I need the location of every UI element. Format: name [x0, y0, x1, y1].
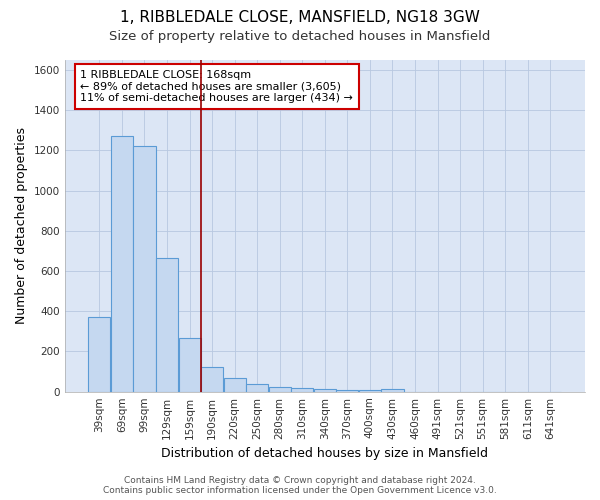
Text: Size of property relative to detached houses in Mansfield: Size of property relative to detached ho… [109, 30, 491, 43]
Bar [382, 388, 404, 392]
Bar [314, 389, 336, 392]
Bar [201, 366, 223, 392]
Bar [88, 318, 110, 392]
Bar [359, 390, 381, 392]
Y-axis label: Number of detached properties: Number of detached properties [15, 128, 28, 324]
Bar [337, 390, 358, 392]
Bar [291, 388, 313, 392]
X-axis label: Distribution of detached houses by size in Mansfield: Distribution of detached houses by size … [161, 447, 488, 460]
Bar [224, 378, 245, 392]
Bar [269, 387, 291, 392]
Text: 1, RIBBLEDALE CLOSE, MANSFIELD, NG18 3GW: 1, RIBBLEDALE CLOSE, MANSFIELD, NG18 3GW [120, 10, 480, 25]
Bar [133, 146, 155, 392]
Bar [179, 338, 200, 392]
Text: 1 RIBBLEDALE CLOSE: 168sqm
← 89% of detached houses are smaller (3,605)
11% of s: 1 RIBBLEDALE CLOSE: 168sqm ← 89% of deta… [80, 70, 353, 103]
Text: Contains HM Land Registry data © Crown copyright and database right 2024.
Contai: Contains HM Land Registry data © Crown c… [103, 476, 497, 495]
Bar [156, 258, 178, 392]
Bar [246, 384, 268, 392]
Bar [111, 136, 133, 392]
